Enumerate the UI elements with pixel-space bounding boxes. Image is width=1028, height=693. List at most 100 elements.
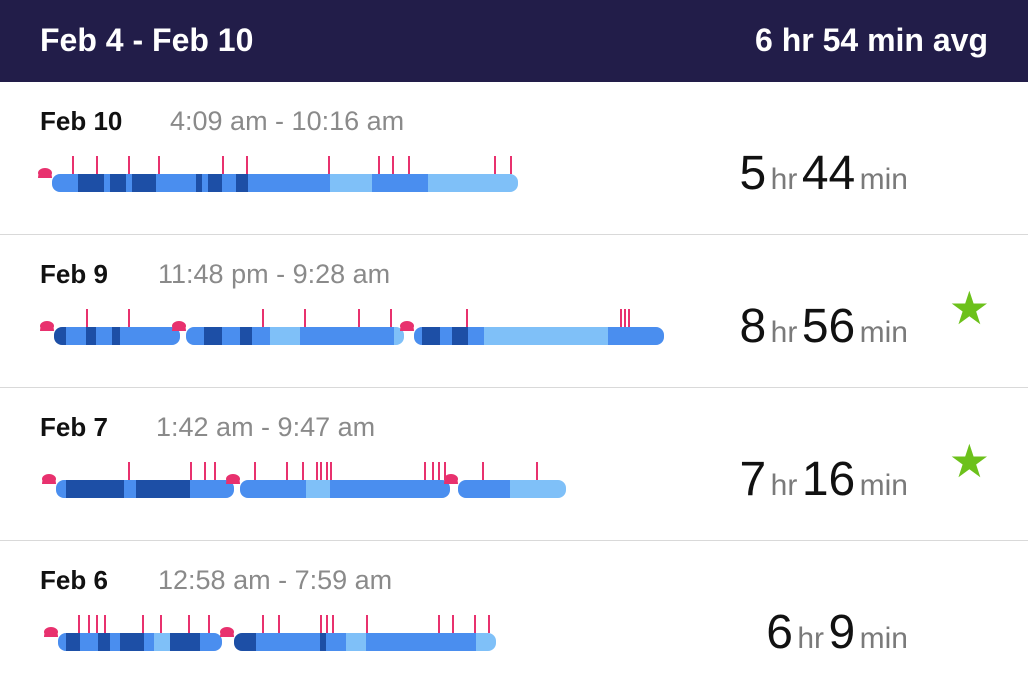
stage-segment (52, 174, 78, 192)
stage-segment (484, 327, 608, 345)
star-icon: ★ (948, 435, 990, 487)
stage-segment (366, 633, 476, 651)
awake-tick (188, 615, 190, 633)
stage-segment (330, 174, 372, 192)
stage-segment (112, 327, 120, 345)
awake-marker (38, 168, 52, 178)
awake-tick (438, 462, 440, 480)
sleep-block (58, 633, 222, 651)
stage-segment (190, 480, 234, 498)
stage-segment (252, 327, 270, 345)
star-icon: ★ (948, 282, 990, 334)
awake-tick (392, 156, 394, 174)
awake-tick (452, 615, 454, 633)
stage-segment (440, 327, 452, 345)
average-duration: 6 hr 54 min avg (755, 22, 988, 58)
sleep-block (54, 327, 180, 345)
duration-hours: 7 (739, 453, 767, 506)
awake-tick (424, 462, 426, 480)
entry-time-range: 12:58 am - 7:59 am (158, 565, 393, 595)
entry-duration: 8 hr 56 min (740, 299, 908, 354)
awake-tick (444, 462, 446, 480)
stage-segment (300, 327, 394, 345)
stage-segment (468, 327, 484, 345)
duration-min-unit: min (859, 469, 908, 502)
stage-segment (306, 480, 330, 498)
awake-tick (286, 462, 288, 480)
stage-segment (394, 327, 404, 345)
awake-tick (128, 156, 130, 174)
stage-segment (80, 633, 98, 651)
awake-tick (326, 615, 328, 633)
awake-tick (390, 309, 392, 327)
awake-tick (494, 156, 496, 174)
awake-tick (222, 156, 224, 174)
awake-tick (214, 462, 216, 480)
sleep-block (414, 327, 664, 345)
stage-segment (144, 633, 154, 651)
awake-tick (316, 462, 318, 480)
awake-tick (332, 615, 334, 633)
awake-tick (304, 309, 306, 327)
stage-segment (120, 327, 128, 345)
awake-tick (142, 615, 144, 633)
awake-tick (246, 156, 248, 174)
awake-tick (466, 309, 468, 327)
duration-minutes: 9 (828, 606, 856, 659)
sleep-block (234, 633, 496, 651)
awake-tick (128, 309, 130, 327)
stage-segment (170, 633, 200, 651)
stage-segment (204, 327, 222, 345)
awake-tick (330, 462, 332, 480)
sleep-stages-chart (40, 309, 664, 345)
stage-segment (208, 174, 222, 192)
entry-date: Feb 9 (40, 259, 108, 289)
stage-segment (372, 174, 428, 192)
awake-tick (262, 615, 264, 633)
entry-time-range: 4:09 am - 10:16 am (170, 106, 405, 136)
awake-marker (172, 321, 186, 331)
stage-segment (154, 633, 170, 651)
duration-hours: 8 (739, 300, 767, 353)
stage-segment (236, 174, 248, 192)
stage-segment (156, 174, 196, 192)
duration-minutes: 56 (801, 300, 856, 353)
entry-time-range: 1:42 am - 9:47 am (156, 412, 376, 442)
duration-min-unit: min (859, 163, 908, 196)
sleep-entry-feb-10[interactable]: Feb 10 4:09 am - 10:16 am 5 hr 44 min (0, 82, 1028, 235)
stage-segment (200, 633, 222, 651)
sleep-entry-feb-7[interactable]: Feb 7 1:42 am - 9:47 am 7 hr 16 min ★ (0, 388, 1028, 541)
awake-tick (536, 462, 538, 480)
sleep-entry-feb-6[interactable]: Feb 6 12:58 am - 7:59 am 6 hr 9 min (0, 541, 1028, 693)
stage-segment (256, 633, 320, 651)
awake-tick (254, 462, 256, 480)
awake-tick (620, 309, 622, 327)
duration-hours: 5 (739, 147, 767, 200)
stage-segment (248, 174, 330, 192)
sleep-block (56, 480, 234, 498)
stage-segment (428, 174, 518, 192)
stage-segment (452, 327, 468, 345)
stage-segment (120, 633, 144, 651)
sleep-block (186, 327, 404, 345)
sleep-entry-feb-9[interactable]: Feb 9 11:48 pm - 9:28 am 8 hr 56 min ★ (0, 235, 1028, 388)
awake-tick (72, 156, 74, 174)
sleep-stages-chart (44, 615, 496, 651)
awake-tick (160, 615, 162, 633)
awake-tick (96, 156, 98, 174)
stage-segment (128, 327, 180, 345)
duration-hr-unit: hr (770, 316, 798, 349)
awake-tick (488, 615, 490, 633)
awake-tick (474, 615, 476, 633)
duration-hours: 6 (766, 606, 793, 659)
awake-tick (278, 615, 280, 633)
stage-segment (98, 633, 110, 651)
stage-segment (58, 633, 66, 651)
stage-segment (124, 480, 136, 498)
duration-hr-unit: hr (770, 469, 798, 502)
stage-segment (326, 633, 346, 651)
entry-date: Feb 7 (40, 412, 108, 442)
awake-tick (302, 462, 304, 480)
stage-segment (240, 480, 306, 498)
awake-tick (158, 156, 160, 174)
